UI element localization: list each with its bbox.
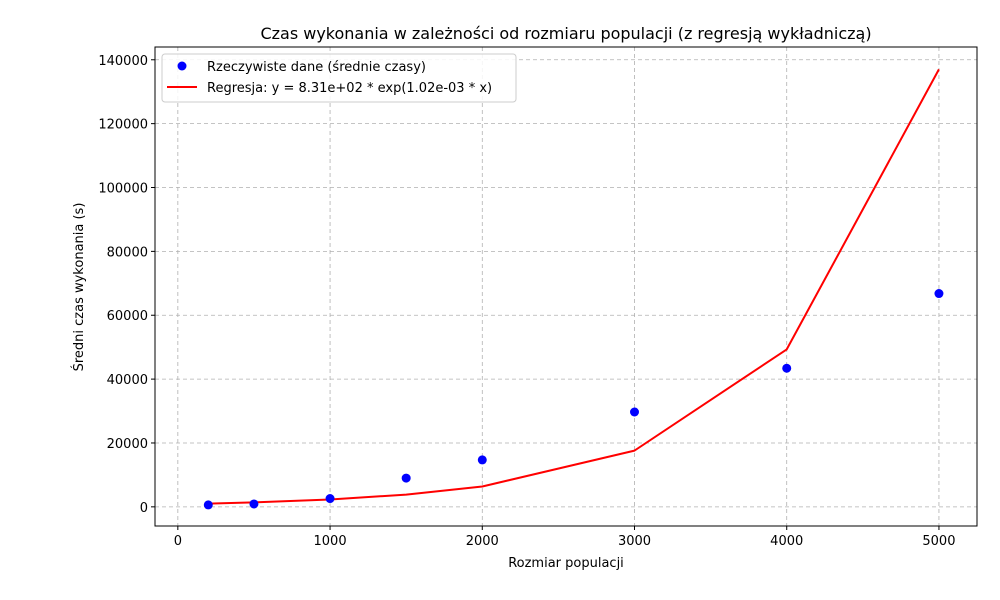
y-tick-label: 120000 <box>98 118 148 133</box>
axis-ticks: 0 1000 2000 3000 4000 5000 0 20000 40000 60000 800… <box>98 54 955 549</box>
x-axis-label: Rozmiar populacji <box>508 556 624 571</box>
data-point <box>401 473 411 483</box>
legend-label-data: Rzeczywiste dane (średnie czasy) <box>207 60 426 75</box>
y-tick-label: 80000 <box>107 245 148 260</box>
plot-series <box>203 68 944 510</box>
legend-marker-data <box>177 61 187 71</box>
y-tick-label: 140000 <box>98 54 148 69</box>
plot-frame <box>154 46 978 527</box>
regression-line <box>208 68 940 505</box>
data-point <box>249 499 259 509</box>
y-tick-label: 40000 <box>107 373 148 388</box>
data-point <box>203 500 213 510</box>
x-tick-label: 0 <box>174 534 182 549</box>
data-point <box>630 407 639 417</box>
data-point <box>934 289 944 299</box>
legend-label-regression: Regresja: y = 8.31e+02 * exp(1.02e-03 * … <box>207 81 492 96</box>
y-tick-label: 60000 <box>107 309 148 324</box>
x-tick-label: 4000 <box>770 534 803 549</box>
chart-title: Czas wykonania w zależności od rozmiaru … <box>260 24 871 43</box>
data-point <box>782 363 792 373</box>
data-point <box>325 494 335 504</box>
y-tick-label: 0 <box>140 501 148 516</box>
y-tick-label: 20000 <box>107 437 148 452</box>
y-tick-label: 100000 <box>98 182 148 197</box>
legend: Rzeczywiste dane (średnie czasy) Regresj… <box>161 53 517 103</box>
x-tick-label: 5000 <box>922 534 955 549</box>
x-tick-label: 1000 <box>314 534 347 549</box>
x-tick-label: 3000 <box>618 534 651 549</box>
y-axis-label: Średni czas wykonania (s) <box>71 203 87 372</box>
data-point <box>477 455 487 465</box>
legend-box <box>161 53 517 103</box>
x-tick-label: 2000 <box>466 534 499 549</box>
